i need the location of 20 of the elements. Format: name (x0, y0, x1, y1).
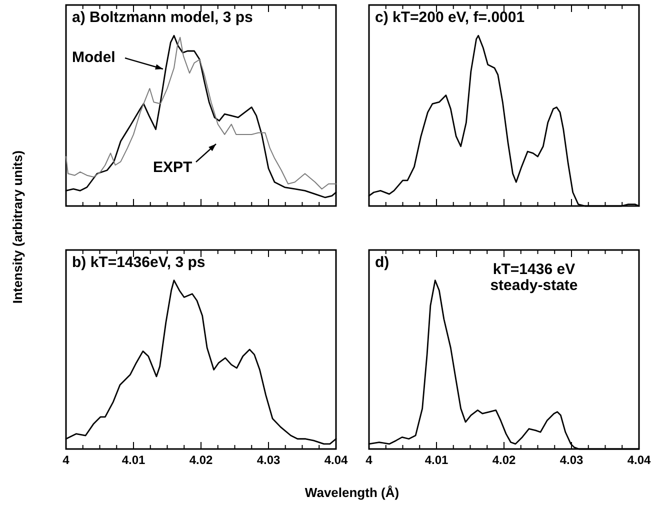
y-axis-title: Intensity (arbitrary units) (10, 150, 25, 304)
x-tick-label: 4.04 (627, 453, 651, 467)
text: kT=1436 eV (492, 261, 576, 278)
x-tick-label: 4.03 (560, 453, 584, 467)
x-tick-label: 4 (366, 453, 373, 467)
x-tick-label: 4 (62, 453, 70, 467)
x-tick-label: 4.01 (424, 453, 448, 467)
x-tick-label: 4.01 (122, 453, 146, 467)
annotation: Model (72, 49, 116, 66)
x-tick-label: 4.02 (492, 453, 516, 467)
chart-title: b) kT=1436eV, 3 ps (72, 254, 206, 271)
chart-title: a) Boltzmann model, 3 ps (72, 9, 253, 26)
x-axis-title: Wavelength (Å) (304, 485, 400, 500)
chart-title: d) (375, 254, 390, 271)
annotation: steady-state (490, 277, 578, 294)
chart-title: c) kT=200 eV, f=.0001 (375, 9, 525, 26)
x-tick-label: 4.04 (324, 453, 348, 467)
x-tick-label: 4.02 (189, 453, 213, 467)
x-tick-label: 4.03 (256, 453, 280, 467)
annotation: EXPT (153, 159, 192, 176)
